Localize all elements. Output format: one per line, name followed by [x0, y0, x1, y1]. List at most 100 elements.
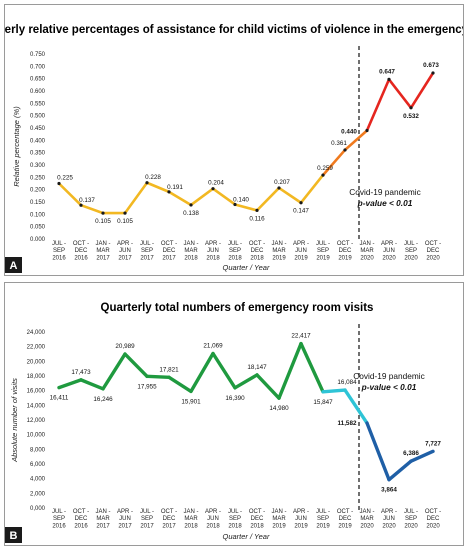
y-tick-label: 24,000: [27, 330, 46, 336]
p-value-annotation: p-value < 0.01: [361, 382, 417, 392]
y-tick-label: 0.650: [30, 77, 46, 83]
data-label: 6,386: [403, 450, 419, 457]
x-tick-label: OCT -DEC 2018: [249, 509, 265, 529]
y-tick-label: 2,000: [30, 491, 46, 497]
chart-title: Quarterly relative percentages of assist…: [5, 24, 463, 36]
data-label: 16,084: [337, 379, 357, 386]
x-tick-label: OCT -DEC 2016: [73, 509, 89, 529]
series-line-segment: [409, 449, 435, 463]
x-tick-label: JUL -SEP 2018: [228, 509, 242, 529]
data-label: 21,069: [203, 342, 223, 349]
data-label: 0.673: [423, 62, 439, 69]
y-tick-label: 0.400: [30, 138, 46, 144]
panel-label-box: [5, 527, 22, 543]
series-line-segment: [211, 351, 237, 390]
p-value-annotation: p-value < 0.01: [357, 198, 413, 208]
x-tick-label: JAN -MAR 2018: [184, 241, 199, 261]
x-tick-label: JUL -SEP 2019: [316, 509, 330, 529]
y-tick-label: 16,000: [27, 389, 46, 395]
data-point: [145, 181, 149, 185]
series-line-segment: [79, 203, 105, 215]
series-line-segment: [277, 186, 303, 205]
data-label: 14,980: [269, 405, 289, 412]
series-line-segment: [167, 190, 193, 207]
x-tick-label: JUL -SEP 2017: [140, 509, 154, 529]
x-tick-label: JUL -SEP 2016: [52, 241, 66, 261]
x-tick-label: JAN -MAR 2020: [360, 241, 375, 261]
data-label: 22,417: [291, 333, 311, 340]
x-tick-label: JAN -MAR 2019: [272, 509, 287, 529]
series-line-segment: [387, 78, 413, 110]
x-tick-label: APR -JUN 2019: [293, 509, 309, 529]
x-tick-label: OCT -DEC 2017: [161, 509, 177, 529]
x-tick-label: JUL -SEP 2019: [316, 241, 330, 261]
series-line-segment: [123, 181, 149, 215]
data-label: 16,390: [225, 395, 245, 402]
data-label: 20,989: [115, 343, 135, 350]
data-label: 0.361: [331, 140, 347, 147]
panel-label: A: [10, 260, 18, 272]
data-label: 0.116: [249, 215, 265, 222]
data-label: 0.147: [293, 208, 309, 215]
series-line-segment: [145, 181, 171, 194]
data-label: 0.259: [317, 165, 333, 172]
data-label: 11,582: [338, 420, 357, 427]
data-point: [79, 203, 83, 207]
x-tick-label: JAN -MAR 2017: [96, 509, 111, 529]
series-line-segment: [255, 186, 281, 212]
x-tick-label: OCT -DEC 2016: [73, 241, 89, 261]
x-tick-label: OCT -DEC 2019: [337, 241, 353, 261]
data-point: [277, 186, 281, 190]
y-tick-label: 22,000: [27, 345, 46, 351]
series-line-segment: [233, 373, 259, 390]
data-point: [101, 211, 105, 215]
data-label: 0.647: [379, 68, 395, 75]
data-label: 0.137: [79, 197, 95, 204]
data-label: 0.138: [183, 210, 199, 217]
data-label: 0.140: [233, 196, 249, 203]
data-point: [255, 208, 259, 212]
series-line-segment: [57, 182, 83, 207]
panel-label-box: [5, 257, 22, 273]
data-label: 17,955: [137, 383, 157, 390]
x-axis-label: Quarter / Year: [223, 263, 270, 272]
y-tick-label: 8,000: [30, 447, 46, 453]
y-tick-label: 0.450: [30, 126, 46, 132]
x-tick-label: JAN -MAR 2019: [272, 241, 287, 261]
series-line-segment: [365, 421, 391, 482]
y-tick-label: 12,000: [27, 418, 46, 424]
series-line-segment: [145, 374, 171, 380]
x-tick-label: OCT -DEC 2018: [249, 241, 265, 261]
y-tick-label: 0.250: [30, 175, 46, 181]
data-label: 0.191: [167, 184, 183, 191]
chart-panel-b: Quarterly total numbers of emergency roo…: [4, 282, 464, 546]
series-line-segment: [101, 352, 127, 391]
data-label: 16,411: [50, 395, 69, 402]
relative-percentage-chart: Quarterly relative percentages of assist…: [5, 24, 463, 273]
x-tick-label: APR -JUN 2020: [381, 509, 397, 529]
data-point: [57, 181, 61, 186]
y-tick-label: 0.700: [30, 64, 46, 70]
data-label: 0.440: [341, 128, 357, 135]
series-line-segment: [255, 373, 281, 400]
data-point: [343, 148, 347, 152]
x-tick-label: OCT -DEC 2019: [337, 509, 353, 529]
data-label: 16,246: [93, 396, 113, 403]
data-label: 18,147: [247, 364, 267, 371]
x-tick-label: JUL -SEP 2018: [228, 241, 242, 261]
y-axis-label: Relative percentage (%): [12, 106, 21, 187]
x-tick-label: APR -JUN 2017: [117, 241, 133, 261]
y-tick-label: 0.050: [30, 225, 46, 231]
x-tick-label: APR -JUN 2020: [381, 241, 397, 261]
data-point: [321, 173, 325, 177]
series-line-segment: [57, 378, 83, 390]
y-tick-label: 20,000: [27, 359, 46, 365]
series-line-segment: [365, 78, 391, 132]
data-label: 0.204: [208, 180, 224, 187]
series-line-segment: [387, 459, 413, 482]
data-label: 3,864: [381, 487, 397, 494]
y-axis-label: Absolute number of visits: [10, 378, 19, 463]
y-tick-label: 4,000: [30, 477, 46, 483]
panel-label: B: [10, 530, 18, 542]
x-tick-label: JUL -SEP 2020: [404, 509, 418, 529]
